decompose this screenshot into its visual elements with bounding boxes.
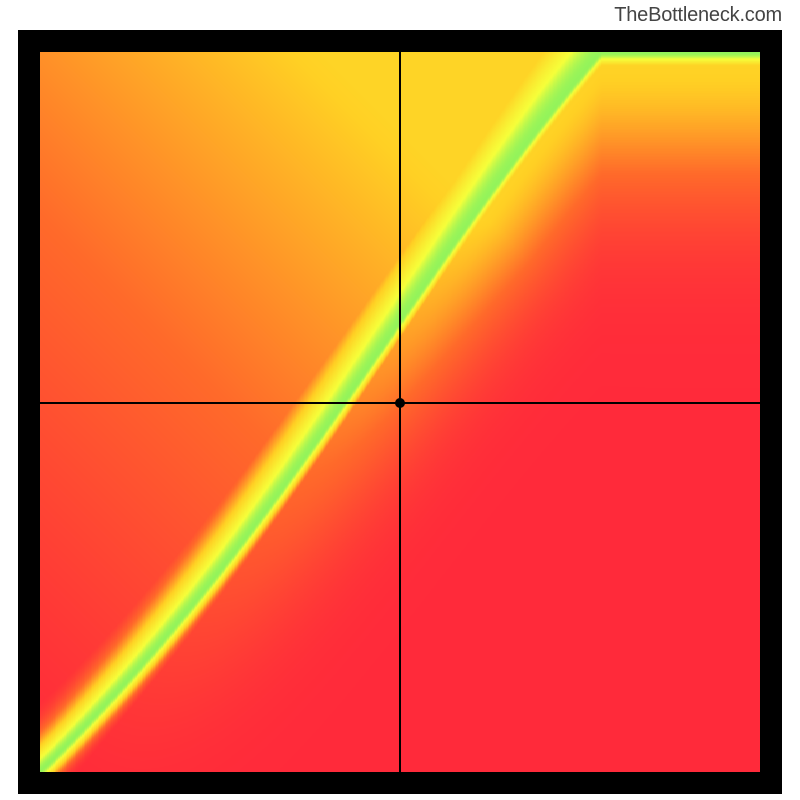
crosshair-vertical	[399, 52, 401, 772]
operating-point-marker	[395, 398, 405, 408]
watermark-text: TheBottleneck.com	[614, 4, 782, 27]
plot-frame	[18, 30, 782, 794]
root: TheBottleneck.com	[0, 0, 800, 800]
